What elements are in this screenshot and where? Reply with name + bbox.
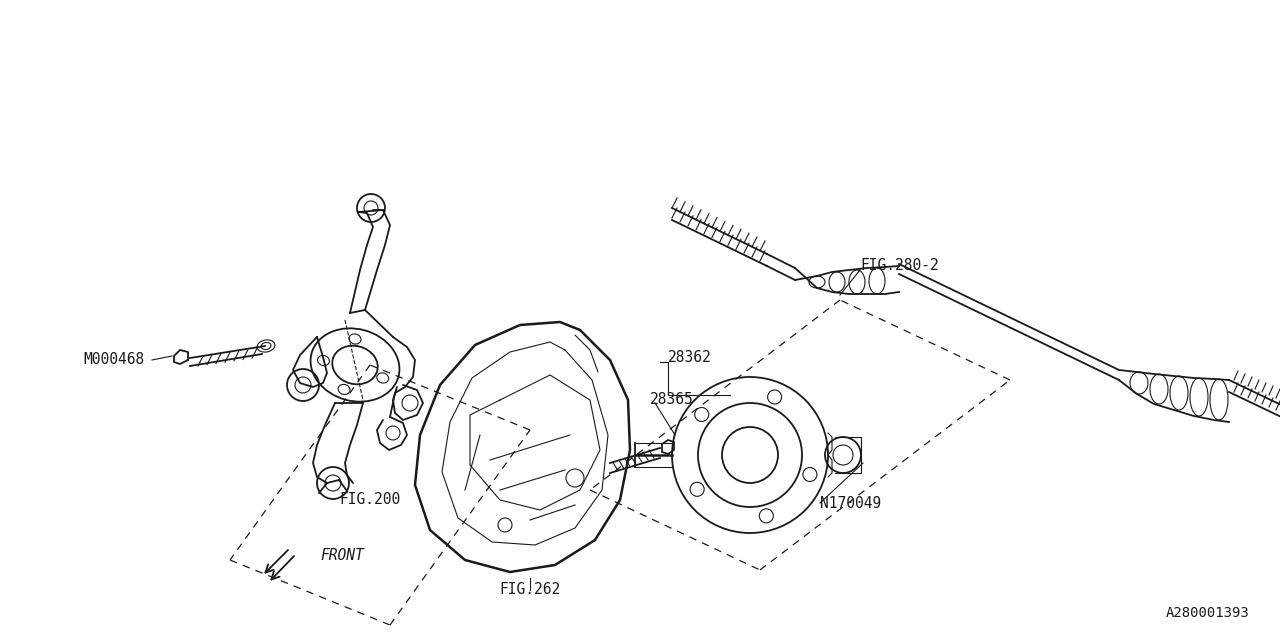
Text: 28365: 28365 [650, 392, 694, 408]
Text: FIG.200: FIG.200 [339, 493, 401, 508]
Text: N170049: N170049 [820, 495, 881, 511]
Text: 28362: 28362 [668, 351, 712, 365]
Text: FIG.262: FIG.262 [499, 582, 561, 598]
Text: FIG.280-2: FIG.280-2 [860, 257, 938, 273]
Text: FRONT: FRONT [320, 547, 364, 563]
Text: M000468: M000468 [83, 353, 145, 367]
Text: A280001393: A280001393 [1166, 606, 1251, 620]
